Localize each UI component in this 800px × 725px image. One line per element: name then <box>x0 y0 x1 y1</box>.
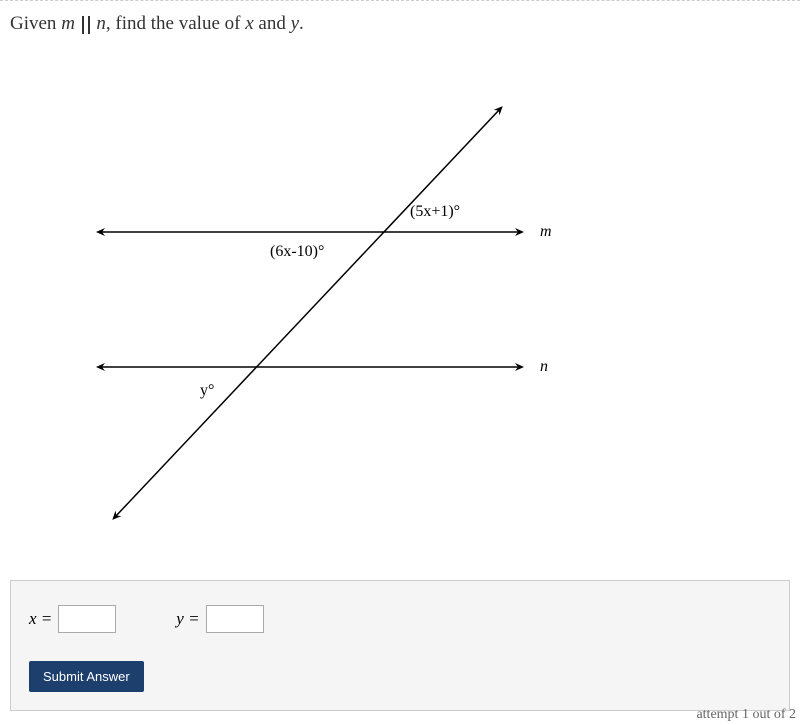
answer-x: x = <box>29 605 116 633</box>
question-suffix: , find the value of <box>106 13 245 34</box>
var-m: m <box>61 13 75 34</box>
var-n: n <box>96 13 106 34</box>
question-period: . <box>299 13 304 34</box>
question-prefix: Given <box>10 13 61 34</box>
answer-y: y = <box>176 605 263 633</box>
angle-bottom-left: y° <box>200 382 214 400</box>
var-y: y <box>291 13 299 34</box>
angle-top-right: (5x+1)° <box>410 203 460 221</box>
x-input[interactable] <box>58 605 116 633</box>
diagram-svg <box>0 47 800 527</box>
attempt-text: attempt 1 out of 2 <box>696 707 796 723</box>
label-m: m <box>540 223 552 241</box>
question-and: and <box>254 13 291 34</box>
angle-top-left-below: (6x-10)° <box>270 243 324 261</box>
x-label: x = <box>29 609 52 629</box>
diagram: m n (5x+1)° (6x-10)° y° <box>0 47 800 527</box>
y-input[interactable] <box>206 605 264 633</box>
transversal-line <box>115 109 500 517</box>
answer-box: x = y = Submit Answer <box>10 580 790 711</box>
y-label: y = <box>176 609 199 629</box>
var-x: x <box>245 13 253 34</box>
question-text: Given m n, find the value of x and y. <box>0 1 800 47</box>
submit-button[interactable]: Submit Answer <box>29 661 144 692</box>
label-n: n <box>540 358 548 376</box>
answer-row: x = y = <box>29 605 771 633</box>
parallel-icon <box>80 16 92 34</box>
